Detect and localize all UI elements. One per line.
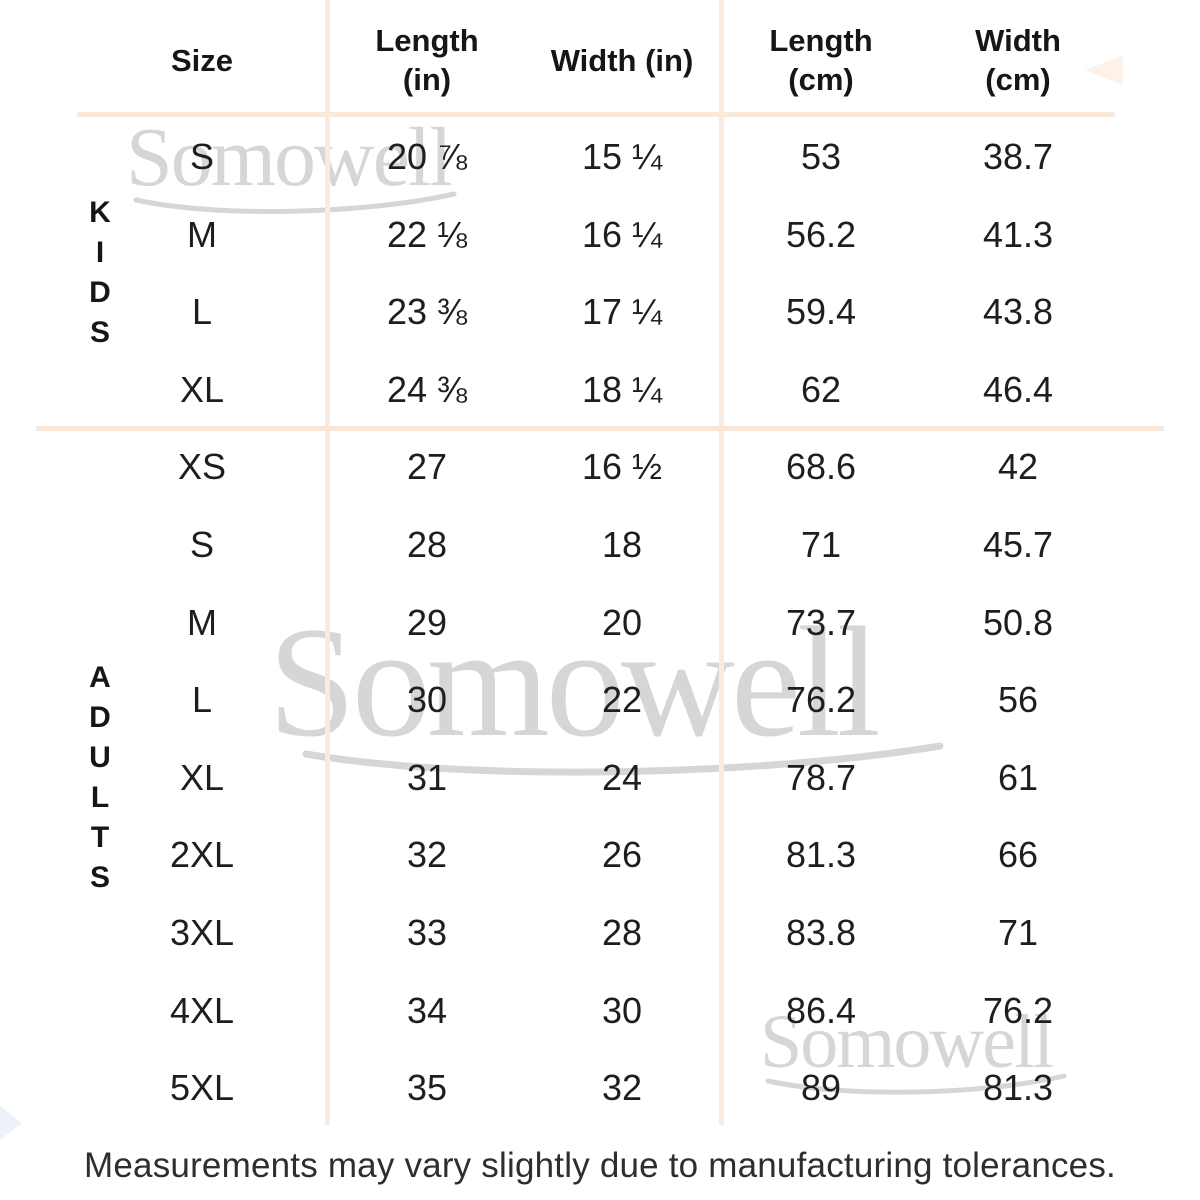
header-length-cm: Length (cm) [769, 23, 873, 97]
cell-adults-5xl-width_in: 32 [601, 1067, 643, 1109]
watermark-swoosh-icon [765, 1073, 1067, 1095]
group-label-adults: A D U L T S [89, 660, 111, 894]
watermark-text: Somowell [760, 1000, 1054, 1084]
corner-decoration-right [1085, 55, 1123, 85]
header-width-cm: Width (cm) [975, 23, 1061, 97]
cell-adults-xl-length_cm: 78.7 [785, 756, 857, 798]
corner-decoration-left [0, 1106, 22, 1140]
cell-adults-5xl-length_in: 35 [406, 1067, 448, 1109]
cell-kids-xl-size: XL [179, 368, 225, 410]
cell-adults-xl-width_in: 24 [601, 756, 643, 798]
cell-adults-m-length_cm: 73.7 [785, 601, 857, 643]
cell-adults-m-width_cm: 50.8 [982, 601, 1054, 643]
cell-adults-s-length_in: 28 [406, 524, 448, 565]
cell-adults-2xl-width_in: 26 [601, 834, 643, 876]
cell-adults-xs-length_cm: 68.6 [785, 446, 857, 488]
cell-adults-m-size: M [187, 601, 217, 643]
cell-adults-m-width_in: 20 [601, 601, 643, 643]
cell-kids-l-width_in: 17 ¼ [581, 291, 663, 333]
cell-adults-5xl-width_cm: 81.3 [982, 1067, 1054, 1109]
watermark-swoosh-icon [302, 742, 944, 776]
cell-kids-m-length_in: 22 ⅛ [386, 213, 468, 255]
cell-adults-2xl-width_cm: 66 [997, 834, 1039, 876]
cell-kids-m-width_cm: 41.3 [982, 213, 1054, 255]
header-length-in: Length (in) [375, 23, 479, 97]
cell-kids-s-length_in: 20 ⅞ [386, 136, 468, 177]
cell-kids-s-size: S [189, 136, 214, 177]
cell-adults-l-length_cm: 76.2 [785, 679, 857, 721]
watermark-text: Somowell [126, 111, 453, 204]
cell-kids-l-length_cm: 59.4 [785, 291, 857, 333]
group-label-kids: K I D S [89, 196, 111, 350]
cell-adults-m-length_in: 29 [406, 601, 448, 643]
cell-adults-l-length_in: 30 [406, 679, 448, 721]
cell-adults-xs-size: XS [177, 446, 227, 488]
cell-adults-5xl-size: 5XL [169, 1067, 235, 1109]
cell-kids-s-width_cm: 38.7 [982, 136, 1054, 177]
cell-adults-xs-width_cm: 42 [997, 446, 1039, 488]
cell-kids-s-width_in: 15 ¼ [581, 136, 663, 177]
cell-kids-m-length_cm: 56.2 [785, 213, 857, 255]
watermark-bottom-right: Somowell [760, 1004, 1070, 1098]
cell-adults-xs-width_in: 16 ½ [581, 446, 663, 488]
header-size: Size [170, 42, 234, 78]
cell-kids-s-length_cm: 53 [800, 136, 842, 177]
cell-kids-xl-width_cm: 46.4 [982, 368, 1054, 410]
header-width-in: Width (in) [550, 42, 694, 78]
cell-adults-xl-width_cm: 61 [997, 756, 1039, 798]
cell-adults-3xl-width_in: 28 [601, 912, 643, 953]
cell-adults-2xl-length_in: 32 [406, 834, 448, 876]
cell-adults-3xl-length_in: 33 [406, 912, 448, 953]
cell-adults-s-length_cm: 71 [800, 524, 842, 565]
cell-adults-4xl-size: 4XL [169, 989, 235, 1031]
cell-adults-3xl-length_cm: 83.8 [785, 912, 857, 953]
cell-adults-s-width_in: 18 [601, 524, 643, 565]
cell-adults-s-width_cm: 45.7 [982, 524, 1054, 565]
cell-kids-xl-length_cm: 62 [800, 368, 842, 410]
cell-adults-4xl-width_cm: 76.2 [982, 989, 1054, 1031]
section-divider [36, 426, 1164, 431]
cell-kids-xl-width_in: 18 ¼ [581, 368, 663, 410]
cell-adults-3xl-width_cm: 71 [997, 912, 1039, 953]
header-divider [77, 112, 1115, 117]
cell-adults-l-size: L [191, 679, 213, 721]
cell-adults-2xl-length_cm: 81.3 [785, 834, 857, 876]
watermark-top-left: Somowell [126, 116, 460, 218]
cell-kids-m-width_in: 16 ¼ [581, 213, 663, 255]
cell-adults-xl-length_in: 31 [406, 756, 448, 798]
cell-kids-xl-length_in: 24 ⅜ [386, 368, 468, 410]
cell-adults-xs-length_in: 27 [406, 446, 448, 488]
footer-note: Measurements may vary slightly due to ma… [84, 1146, 1116, 1185]
cell-adults-xl-size: XL [179, 756, 225, 798]
column-divider-2 [719, 0, 724, 1125]
cell-kids-l-size: L [191, 291, 213, 333]
cell-adults-3xl-size: 3XL [169, 912, 235, 953]
cell-adults-5xl-length_cm: 89 [800, 1067, 842, 1109]
cell-kids-l-width_cm: 43.8 [982, 291, 1054, 333]
cell-adults-l-width_in: 22 [601, 679, 643, 721]
cell-adults-4xl-width_in: 30 [601, 989, 643, 1031]
cell-adults-4xl-length_cm: 86.4 [785, 989, 857, 1031]
cell-adults-l-width_cm: 56 [997, 679, 1039, 721]
watermark-text: Somowell [268, 595, 881, 770]
cell-kids-m-size: M [187, 213, 217, 255]
cell-adults-2xl-size: 2XL [169, 834, 235, 876]
watermark-center: Somowell [268, 604, 948, 782]
column-divider-1 [325, 0, 330, 1125]
cell-adults-4xl-length_in: 34 [406, 989, 448, 1031]
cell-adults-s-size: S [189, 524, 214, 565]
watermark-swoosh-icon [133, 191, 457, 214]
cell-kids-l-length_in: 23 ⅜ [386, 291, 468, 333]
